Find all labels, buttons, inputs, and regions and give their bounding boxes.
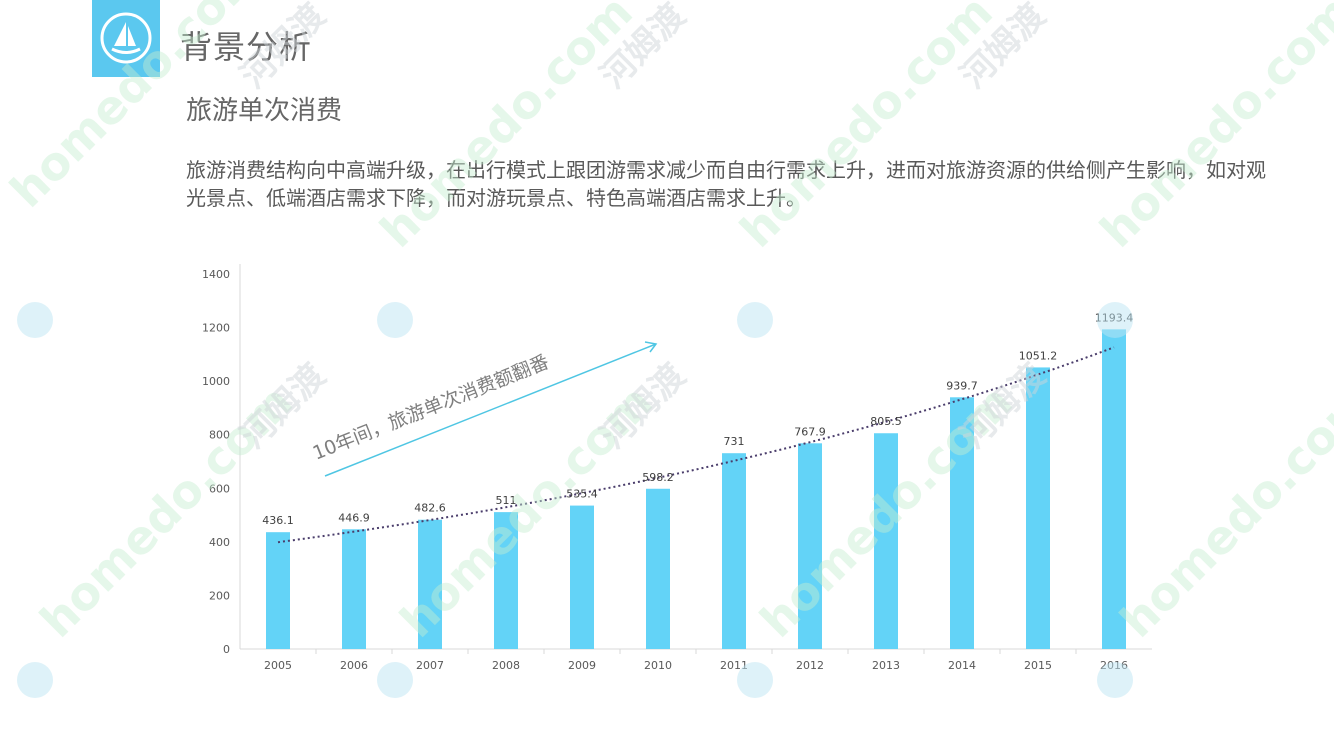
bar <box>342 529 366 649</box>
x-tick-label: 2013 <box>872 659 900 672</box>
bar <box>874 433 898 649</box>
section-title: 背景分析 <box>180 28 313 66</box>
y-tick-label: 200 <box>209 589 230 602</box>
bar <box>494 512 518 649</box>
y-tick-label: 600 <box>209 482 230 495</box>
x-tick-label: 2009 <box>568 659 596 672</box>
data-label: 446.9 <box>338 511 370 524</box>
x-tick-label: 2008 <box>492 659 520 672</box>
y-tick-label: 1400 <box>202 268 230 281</box>
chart-annotation: 10年间，旅游单次消费额翻番 <box>310 341 658 477</box>
trendline-path <box>277 346 1115 544</box>
y-tick-label: 0 <box>223 643 230 656</box>
bar <box>570 505 594 649</box>
data-label: 1193.4 <box>1095 311 1134 324</box>
chart-bars <box>266 329 1126 649</box>
y-tick-label: 400 <box>209 536 230 549</box>
data-label: 482.6 <box>414 502 446 515</box>
annotation-arrow-line <box>324 343 657 477</box>
bar <box>418 519 442 649</box>
data-label: 767.9 <box>794 425 826 438</box>
data-label: 535.4 <box>566 488 598 501</box>
data-label: 436.1 <box>262 514 294 527</box>
bar <box>1026 367 1050 649</box>
x-tick-label: 2010 <box>644 659 672 672</box>
x-tick-label: 2006 <box>340 659 368 672</box>
annotation-arrowhead <box>644 341 658 353</box>
x-tick-label: 2007 <box>416 659 444 672</box>
x-tick-label: 2014 <box>948 659 976 672</box>
description-paragraph: 旅游消费结构向中高端升级，在出行模式上跟团游需求减少而自由行需求上升，进而对旅游… <box>186 158 1266 210</box>
data-label: 511 <box>496 494 517 507</box>
x-tick-label: 2015 <box>1024 659 1052 672</box>
chart-value-labels: 436.1 2005 446.9 2006 482.6 2007 511 2008 535.4 2… <box>262 311 1133 672</box>
data-label: 805.5 <box>870 415 902 428</box>
x-tick-label: 2016 <box>1100 659 1128 672</box>
bar <box>646 488 670 649</box>
bar <box>798 443 822 649</box>
page-subtitle: 旅游单次消费 <box>186 96 343 126</box>
bar <box>950 397 974 649</box>
logo-badge <box>92 0 160 77</box>
x-tick-label: 2011 <box>720 659 748 672</box>
data-label: 939.7 <box>946 379 978 392</box>
y-tick-label: 1000 <box>202 375 230 388</box>
data-label: 731 <box>724 435 745 448</box>
x-tick-label: 2012 <box>796 659 824 672</box>
annotation-text: 10年间，旅游单次消费额翻番 <box>310 351 552 465</box>
chart-trendline <box>277 346 1115 544</box>
bar <box>1102 329 1126 649</box>
chart-axes: 0 200 400 600 800 1000 1200 1400 <box>202 264 1152 656</box>
bar <box>722 453 746 649</box>
y-tick-label: 800 <box>209 429 230 442</box>
bar <box>266 532 290 649</box>
data-label: 1051.2 <box>1019 349 1058 362</box>
y-tick-label: 1200 <box>202 322 230 335</box>
sailboat-icon <box>100 12 152 64</box>
x-tick-label: 2005 <box>264 659 292 672</box>
data-label: 598.2 <box>642 471 674 484</box>
